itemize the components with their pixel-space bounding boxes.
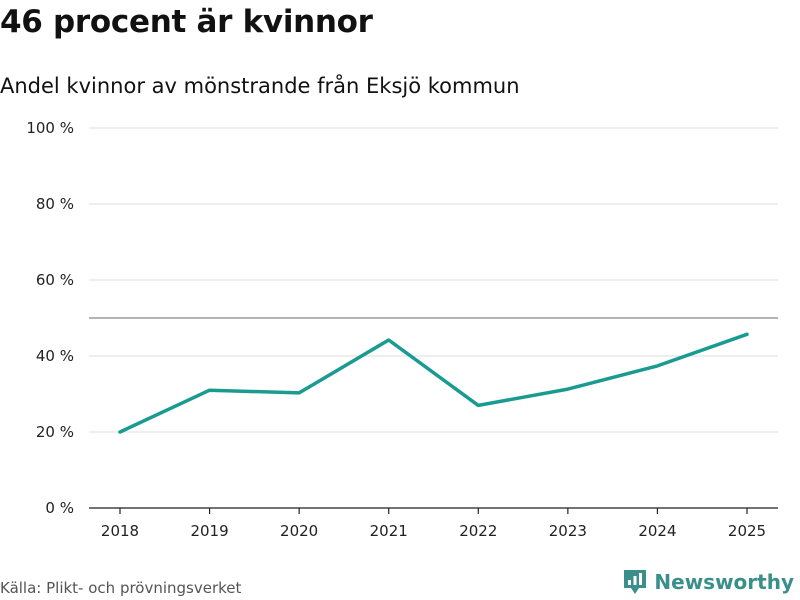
x-tick-label: 2025 xyxy=(728,522,766,540)
series-line xyxy=(118,332,749,434)
y-tick-label: 80 % xyxy=(36,195,74,213)
y-tick-label: 40 % xyxy=(36,347,74,365)
y-tick-label: 20 % xyxy=(36,423,74,441)
y-tick-label: 0 % xyxy=(45,499,74,517)
x-tick-label: 2019 xyxy=(190,522,228,540)
y-axis-tick-labels: 0 % 20 % 40 % 60 % 80 % 100 % xyxy=(26,119,74,517)
x-axis xyxy=(89,507,778,514)
x-tick-label: 2020 xyxy=(280,522,318,540)
x-axis-tick-labels: 2018 2019 2020 2021 2022 2023 2024 2025 xyxy=(101,522,766,540)
x-tick-label: 2021 xyxy=(370,522,408,540)
x-tick-label: 2022 xyxy=(459,522,497,540)
x-tick-label: 2018 xyxy=(101,522,139,540)
x-tick-label: 2023 xyxy=(549,522,587,540)
newsworthy-logo-icon xyxy=(624,570,647,594)
chart-subtitle: Andel kvinnor av mönstrande från Eksjö k… xyxy=(0,74,520,98)
gridlines xyxy=(89,127,778,433)
x-tick-label: 2024 xyxy=(638,522,676,540)
y-tick-label: 100 % xyxy=(26,119,74,137)
source-note: Källa: Plikt- och prövningsverket xyxy=(0,579,242,597)
series-layer xyxy=(118,332,749,434)
y-tick-label: 60 % xyxy=(36,271,74,289)
brand-logo: Newsworthy xyxy=(622,568,794,596)
chart-title: 46 procent är kvinnor xyxy=(0,4,373,40)
brand-name: Newsworthy xyxy=(654,570,794,594)
